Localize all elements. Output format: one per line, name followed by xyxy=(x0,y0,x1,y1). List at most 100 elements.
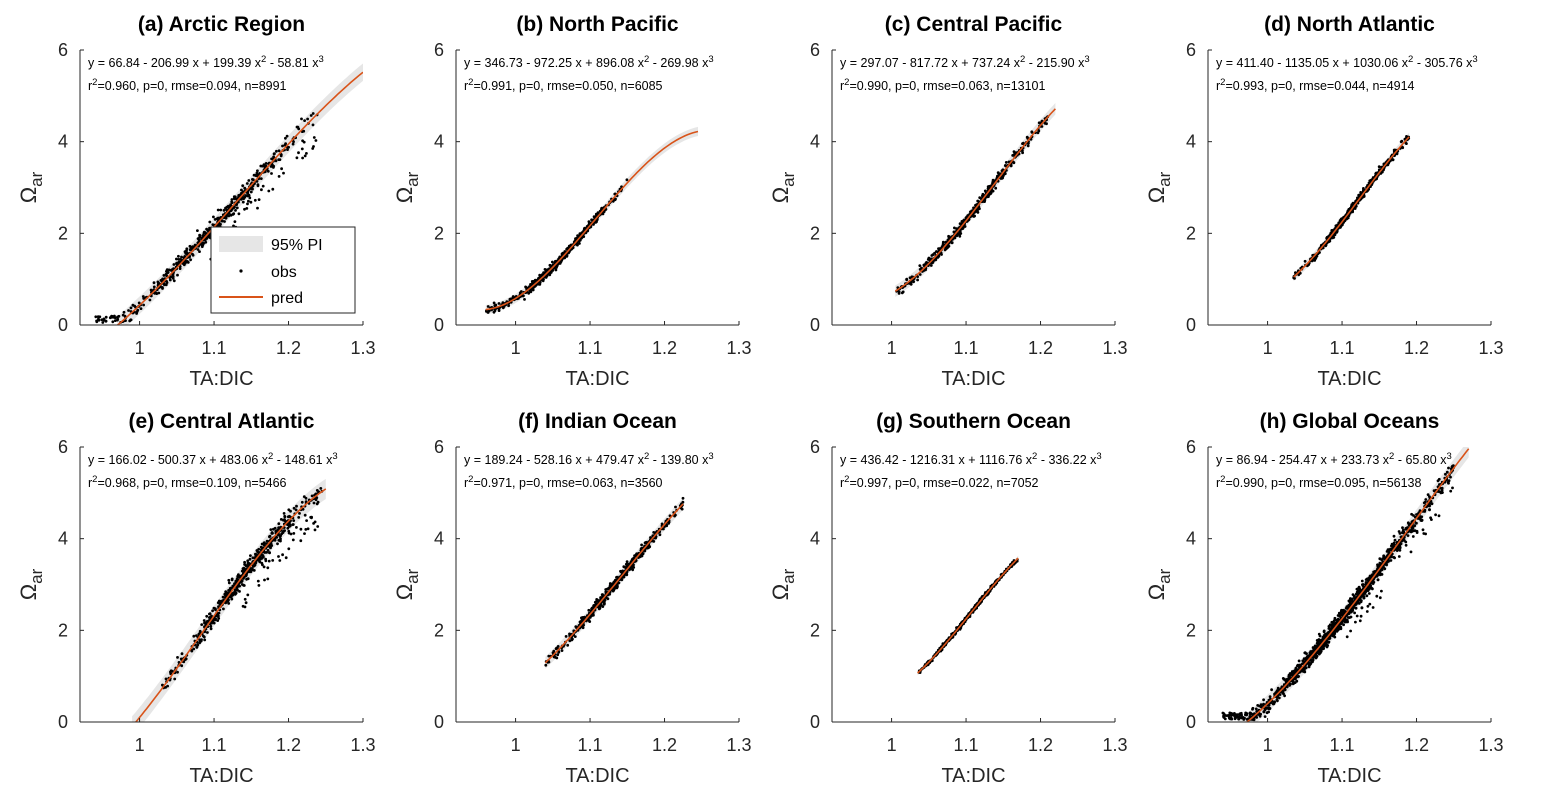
obs-point xyxy=(110,314,113,318)
obs-point xyxy=(583,227,586,230)
obs-point xyxy=(196,248,200,251)
fit-equation: y = 66.84 - 206.99 x + 199.39 x2 - 58.81… xyxy=(88,54,324,70)
obs-point xyxy=(1278,693,1282,696)
obs-point xyxy=(243,560,247,564)
x-tick-label: 1.2 xyxy=(1404,338,1429,358)
obs-point xyxy=(301,156,304,160)
obs-point xyxy=(272,527,275,531)
obs-point xyxy=(1296,663,1300,667)
obs-point xyxy=(256,579,260,583)
obs-point xyxy=(252,569,256,572)
obs-point xyxy=(283,143,287,147)
y-axis-label: Ωar xyxy=(768,171,798,203)
obs-point xyxy=(641,552,645,556)
obs-point xyxy=(493,309,497,313)
obs-point xyxy=(309,114,313,117)
obs-point xyxy=(555,656,559,660)
obs-point xyxy=(1401,146,1405,150)
fit-equation: y = 189.24 - 528.16 x + 479.47 x2 - 139.… xyxy=(464,451,714,467)
plot-area xyxy=(894,103,1056,297)
obs-point xyxy=(1244,713,1247,717)
obs-point xyxy=(217,617,221,620)
obs-point xyxy=(286,526,290,530)
obs-point xyxy=(523,298,526,301)
obs-point xyxy=(279,534,282,538)
obs-point xyxy=(245,564,248,568)
obs-point xyxy=(315,502,319,506)
obs-point xyxy=(303,119,306,122)
x-axis-label: TA:DIC xyxy=(941,765,1005,787)
obs-point xyxy=(1255,716,1259,719)
obs-point xyxy=(270,172,273,175)
obs-point xyxy=(310,515,313,519)
obs-point xyxy=(127,309,130,312)
obs-point xyxy=(252,173,256,177)
obs-point xyxy=(287,547,291,551)
obs-point xyxy=(256,169,259,173)
obs-point xyxy=(1415,521,1418,525)
obs-point xyxy=(198,629,202,633)
obs-point xyxy=(1362,595,1366,598)
obs-point xyxy=(1366,577,1369,581)
x-tick-label: 1 xyxy=(887,338,897,358)
y-tick-label: 6 xyxy=(810,40,820,60)
obs-point xyxy=(200,236,204,240)
obs-point xyxy=(612,580,616,584)
obs-point xyxy=(264,162,268,165)
obs-point xyxy=(162,274,166,277)
obs-point xyxy=(243,207,246,211)
obs-point xyxy=(1341,223,1344,227)
obs-point xyxy=(1297,659,1301,663)
obs-point xyxy=(548,273,552,277)
obs-point xyxy=(101,321,105,324)
fit-stats: r2=0.993, p=0, rmse=0.044, n=4914 xyxy=(1216,77,1415,93)
obs-point xyxy=(257,584,261,587)
obs-point xyxy=(588,620,592,623)
obs-point xyxy=(251,178,254,181)
obs-point xyxy=(1374,172,1378,176)
obs-point xyxy=(248,196,252,200)
panel-title: (a) Arctic Region xyxy=(138,13,305,36)
obs-point xyxy=(295,504,298,508)
obs-point xyxy=(122,310,126,314)
obs-point xyxy=(243,605,247,609)
obs-point xyxy=(155,292,159,295)
obs-point xyxy=(1037,129,1041,133)
obs-point xyxy=(219,602,222,606)
obs-point xyxy=(200,243,204,247)
obs-point xyxy=(260,561,264,565)
y-tick-label: 4 xyxy=(58,132,68,152)
y-tick-label: 6 xyxy=(58,437,68,457)
obs-point xyxy=(312,501,316,505)
obs-point xyxy=(1367,585,1371,589)
obs-point xyxy=(169,672,173,676)
obs-point xyxy=(142,297,146,300)
obs-point xyxy=(274,159,278,163)
x-tick-label: 1.2 xyxy=(1028,338,1053,358)
obs-point xyxy=(920,266,923,270)
obs-point xyxy=(214,608,217,612)
y-tick-label: 2 xyxy=(434,620,444,640)
obs-point xyxy=(1359,192,1363,195)
obs-point xyxy=(113,319,117,322)
obs-point xyxy=(1283,688,1287,692)
obs-point xyxy=(953,226,956,230)
obs-point xyxy=(97,317,100,321)
obs-point xyxy=(301,507,305,511)
obs-point xyxy=(242,197,246,201)
obs-point xyxy=(299,527,303,531)
obs-point xyxy=(1294,271,1297,274)
obs-point xyxy=(209,624,213,628)
obs-point xyxy=(1354,606,1358,610)
obs-point xyxy=(242,577,245,580)
plot-area xyxy=(544,496,685,669)
obs-point xyxy=(204,231,207,235)
plot-area xyxy=(485,126,699,315)
obs-point xyxy=(1349,597,1352,600)
y-tick-label: 0 xyxy=(58,315,68,335)
obs-point xyxy=(196,229,199,233)
obs-point xyxy=(1327,627,1331,630)
